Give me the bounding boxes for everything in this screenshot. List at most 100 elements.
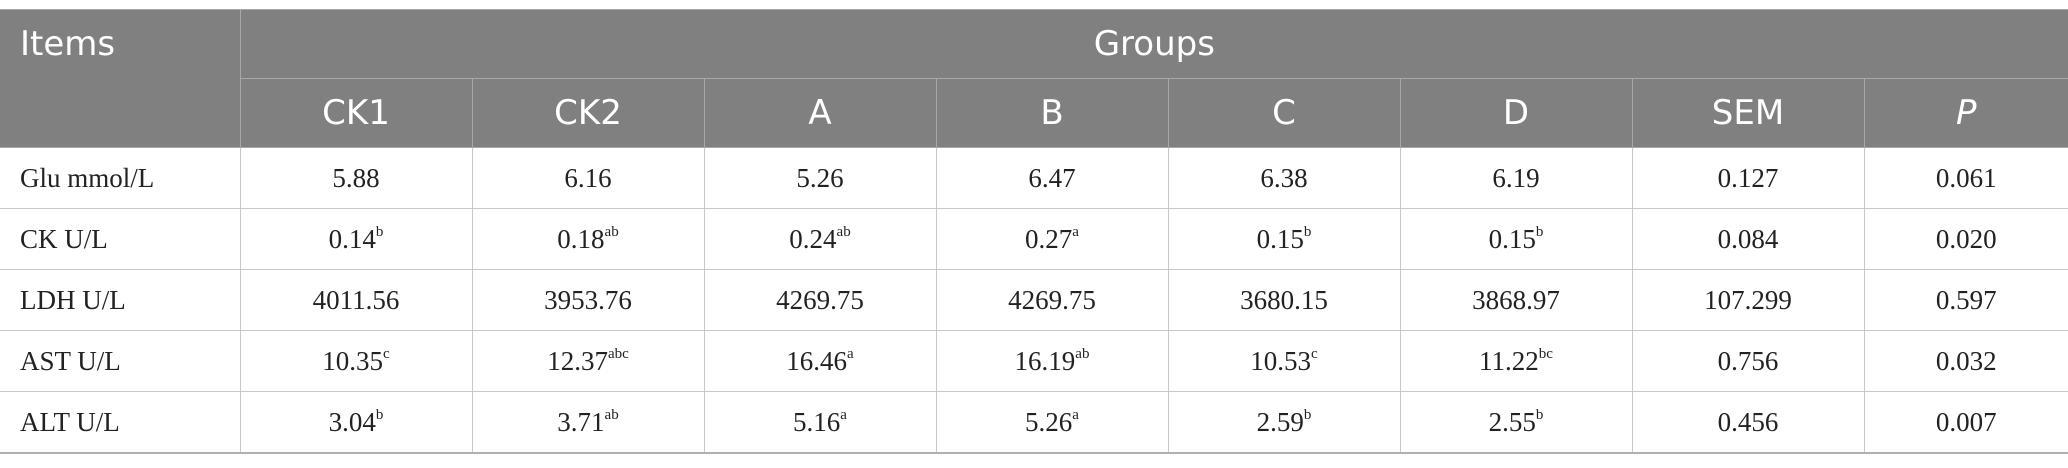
- cell-value: 2.55: [1488, 406, 1536, 437]
- table-row: AST U/L 10.35c 12.37abc 16.46a 16.19ab 10.53c…: [0, 330, 2068, 392]
- cell-value: 0.14: [328, 223, 376, 254]
- items-column-header: Items: [0, 9, 241, 148]
- cell-value: 3.04: [328, 406, 376, 437]
- table-cell: 4011.56: [239, 269, 473, 331]
- row-item-label: CK U/L: [0, 208, 241, 270]
- cell-value: 5.26: [1025, 406, 1073, 437]
- groups-column-header: Groups: [239, 9, 2068, 79]
- significance-superscript: b: [375, 406, 384, 423]
- table-cell: 6.19: [1399, 147, 1633, 209]
- table-cell: 0.032: [1863, 330, 2068, 392]
- table-cell: 0.27a: [935, 208, 1169, 270]
- cell-value: 16.19: [1014, 345, 1076, 376]
- significance-superscript: bc: [1538, 345, 1553, 362]
- cell-value: 0.084: [1717, 223, 1779, 254]
- cell-value: 11.22: [1479, 345, 1539, 376]
- significance-superscript: b: [375, 223, 384, 240]
- table-row: Glu mmol/L 5.88 6.16 5.26 6.47 6.38 6.19 0.127 0…: [0, 147, 2068, 209]
- significance-superscript: ab: [1075, 345, 1090, 362]
- significance-superscript: c: [383, 345, 390, 362]
- cell-value: 5.16: [793, 406, 841, 437]
- significance-superscript: ab: [604, 406, 619, 423]
- cell-value: 0.020: [1935, 223, 1997, 254]
- blood-biochemistry-table: Items Groups CK1 CK2 A B C D SEM P Glu m…: [0, 9, 2068, 454]
- table-row: ALT U/L 3.04b 3.71ab 5.16a 5.26a 2.59b 2.55b 0.…: [0, 391, 2068, 454]
- row-item-label: LDH U/L: [0, 269, 241, 331]
- cell-value: 0.061: [1935, 162, 1997, 193]
- cell-value: 4011.56: [312, 284, 400, 315]
- cell-value: 0.456: [1717, 406, 1779, 437]
- table-cell: 6.16: [471, 147, 705, 209]
- table-cell: 2.59b: [1167, 391, 1401, 454]
- column-header-sem: SEM: [1631, 78, 1865, 148]
- column-header-d: D: [1399, 78, 1633, 148]
- table-cell: 16.19ab: [935, 330, 1169, 392]
- table-cell: 10.53c: [1167, 330, 1401, 392]
- table-cell: 0.14b: [239, 208, 473, 270]
- table-cell: 5.26a: [935, 391, 1169, 454]
- table-cell: 5.16a: [703, 391, 937, 454]
- table-cell: 0.456: [1631, 391, 1865, 454]
- cell-value: 3953.76: [544, 284, 632, 315]
- table-cell: 2.55b: [1399, 391, 1633, 454]
- row-item-label: AST U/L: [0, 330, 241, 392]
- cell-value: 0.18: [557, 223, 605, 254]
- table-cell: 0.007: [1863, 391, 2068, 454]
- table-cell: 10.35c: [239, 330, 473, 392]
- significance-superscript: a: [1072, 406, 1079, 423]
- table-cell: 3953.76: [471, 269, 705, 331]
- table-cell: 12.37abc: [471, 330, 705, 392]
- table-cell: 5.88: [239, 147, 473, 209]
- column-header-ck1: CK1: [239, 78, 473, 148]
- table-cell: 0.061: [1863, 147, 2068, 209]
- column-header-p: P: [1863, 78, 2068, 148]
- column-header-c: C: [1167, 78, 1401, 148]
- significance-superscript: b: [1535, 406, 1544, 423]
- cell-value: 6.16: [564, 162, 612, 193]
- table-cell: 4269.75: [703, 269, 937, 331]
- cell-value: 0.15: [1256, 223, 1304, 254]
- cell-value: 107.299: [1704, 284, 1792, 315]
- table-cell: 6.38: [1167, 147, 1401, 209]
- cell-value: 0.007: [1935, 406, 1997, 437]
- table-cell: 3.71ab: [471, 391, 705, 454]
- cell-value: 0.15: [1488, 223, 1536, 254]
- table-cell: 3868.97: [1399, 269, 1633, 331]
- table-cell: 0.020: [1863, 208, 2068, 270]
- significance-superscript: ab: [604, 223, 619, 240]
- table-cell: 16.46a: [703, 330, 937, 392]
- table-header: Items Groups CK1 CK2 A B C D SEM P: [0, 9, 2068, 148]
- cell-value: 10.53: [1250, 345, 1312, 376]
- table-cell: 3680.15: [1167, 269, 1401, 331]
- table-cell: 5.26: [703, 147, 937, 209]
- table-cell: 6.47: [935, 147, 1169, 209]
- significance-superscript: abc: [607, 345, 629, 362]
- cell-value: 0.127: [1717, 162, 1779, 193]
- significance-superscript: b: [1303, 223, 1312, 240]
- significance-superscript: b: [1535, 223, 1544, 240]
- table-row: CK U/L 0.14b 0.18ab 0.24ab 0.27a 0.15b 0.15b 0.…: [0, 208, 2068, 270]
- table-cell: 0.18ab: [471, 208, 705, 270]
- significance-superscript: a: [840, 406, 847, 423]
- table-cell: 11.22bc: [1399, 330, 1633, 392]
- table-cell: 0.597: [1863, 269, 2068, 331]
- significance-superscript: a: [1072, 223, 1079, 240]
- table-cell: 0.084: [1631, 208, 1865, 270]
- cell-value: 0.597: [1935, 284, 1997, 315]
- cell-value: 6.38: [1260, 162, 1308, 193]
- header-row-sub: CK1 CK2 A B C D SEM P: [0, 78, 2068, 148]
- cell-value: 0.756: [1717, 345, 1779, 376]
- cell-value: 10.35: [322, 345, 384, 376]
- table-row: LDH U/L 4011.56 3953.76 4269.75 4269.75 3680.…: [0, 269, 2068, 331]
- significance-superscript: b: [1303, 406, 1312, 423]
- row-item-label: ALT U/L: [0, 391, 241, 454]
- column-header-b: B: [935, 78, 1169, 148]
- cell-value: 12.37: [547, 345, 608, 376]
- data-table-container: Items Groups CK1 CK2 A B C D SEM P Glu m…: [0, 9, 2068, 454]
- cell-value: 3.71: [557, 406, 605, 437]
- cell-value: 2.59: [1256, 406, 1304, 437]
- table-body: Glu mmol/L 5.88 6.16 5.26 6.47 6.38 6.19 0.127 0…: [0, 147, 2068, 454]
- cell-value: 0.24: [789, 223, 837, 254]
- significance-superscript: ab: [836, 223, 851, 240]
- table-cell: 0.24ab: [703, 208, 937, 270]
